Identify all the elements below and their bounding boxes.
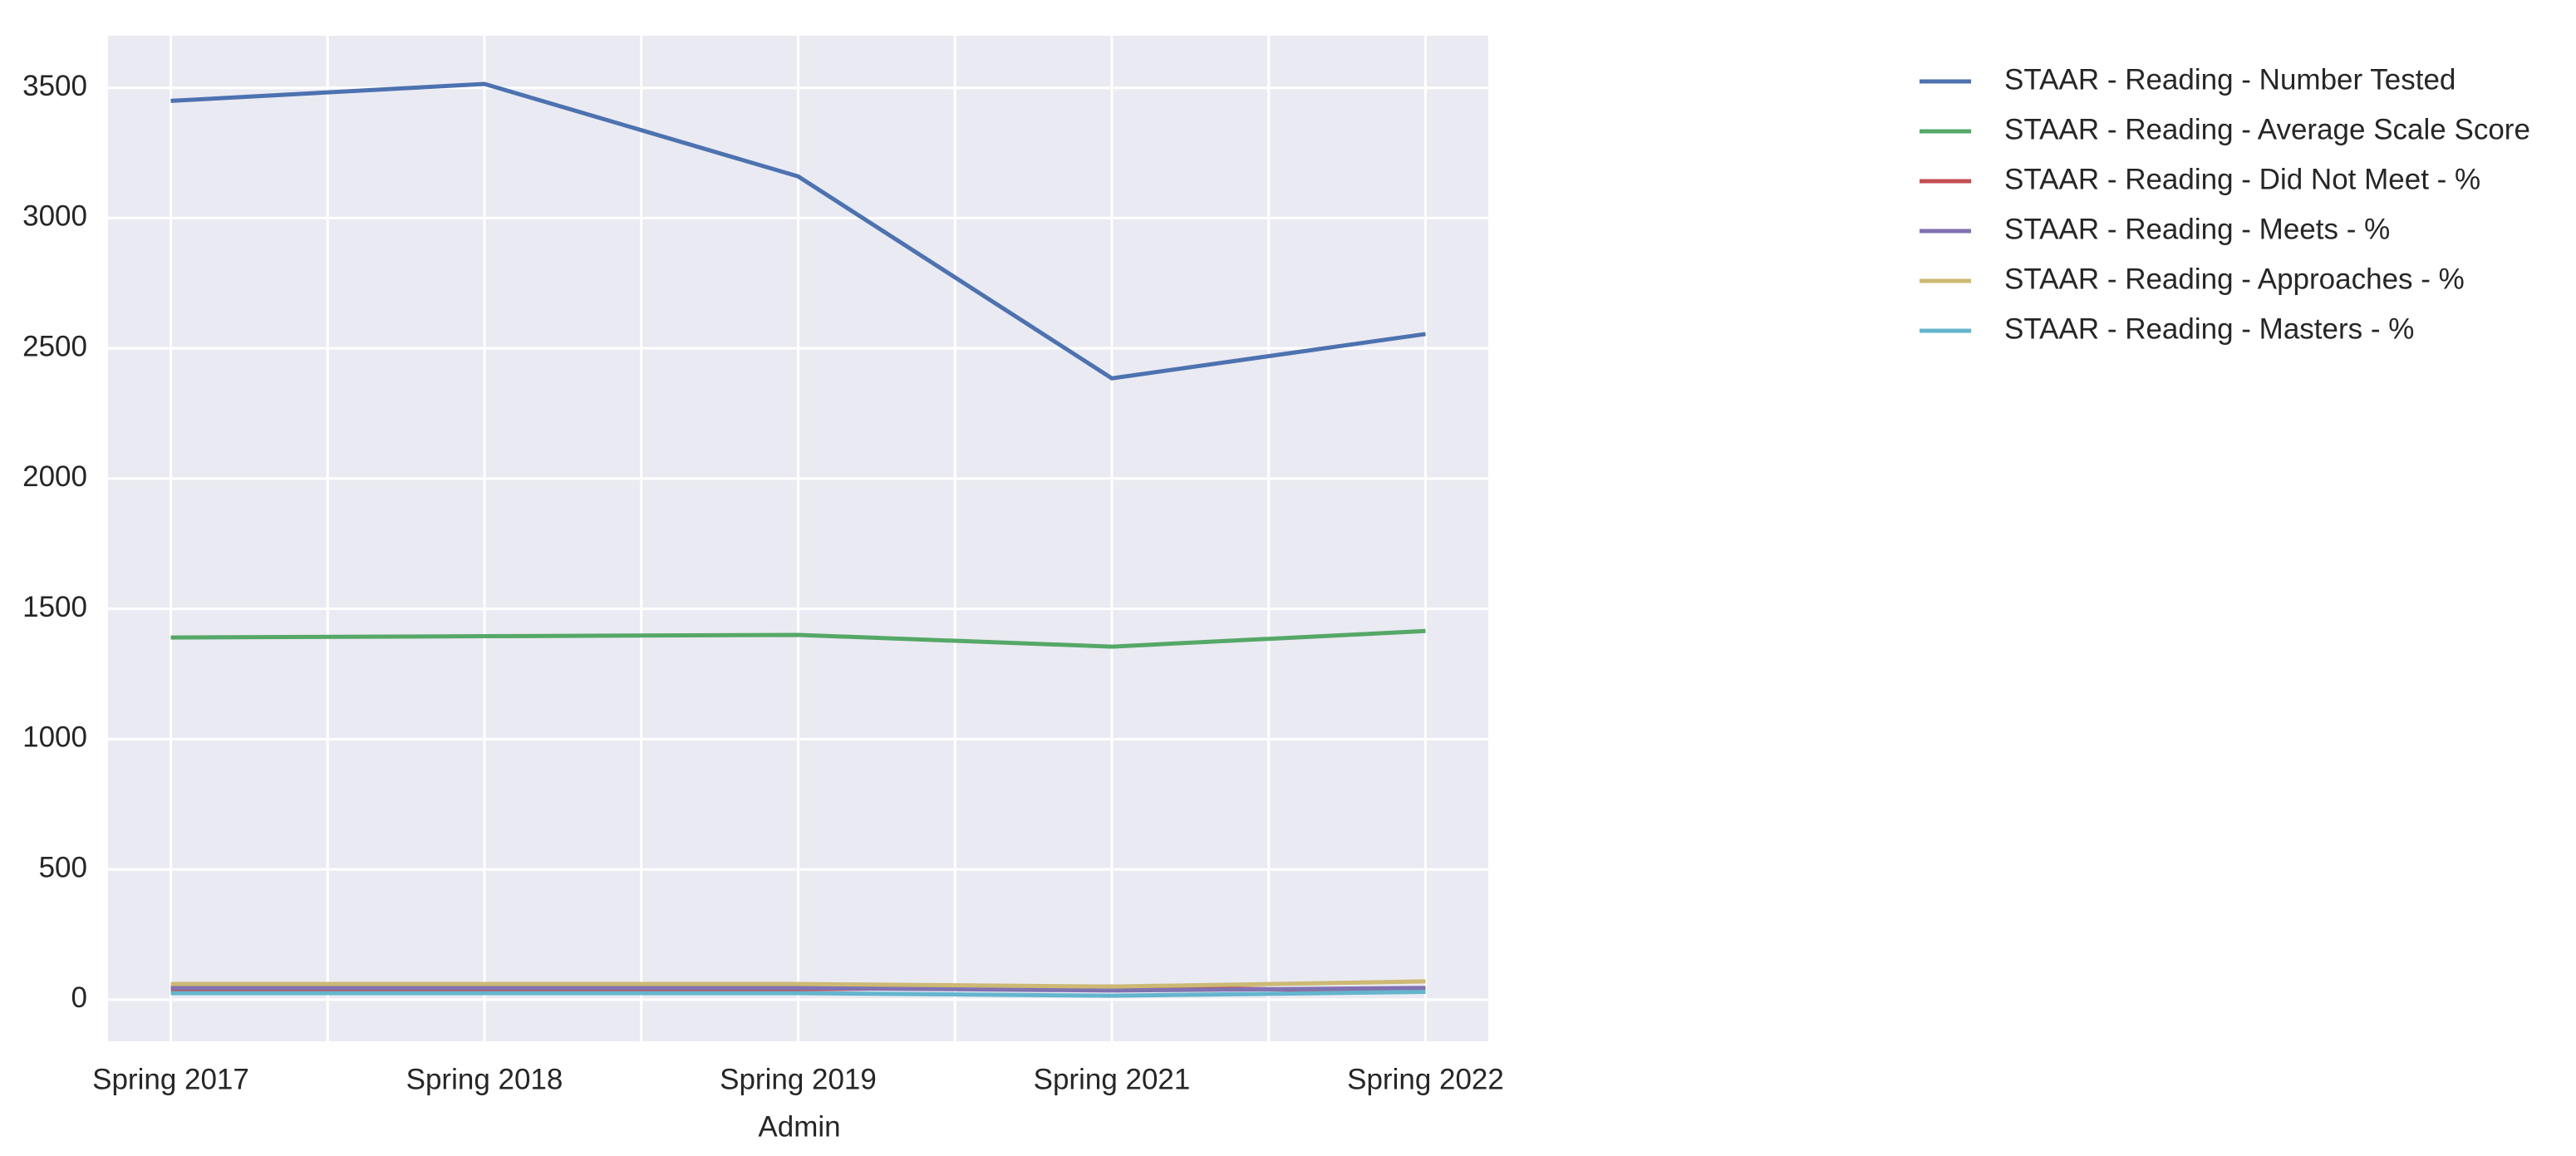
legend-label: STAAR - Reading - Number Tested: [2004, 63, 2456, 96]
legend-label: STAAR - Reading - Did Not Meet - %: [2004, 163, 2480, 195]
y-tick-label: 3000: [22, 200, 87, 233]
series-line: [170, 628, 1426, 649]
y-tick-label: 500: [39, 851, 87, 883]
x-tick-label: Spring 2018: [406, 1063, 563, 1095]
x-axis-label: Admin: [758, 1110, 840, 1143]
series-line: [170, 989, 1426, 998]
x-tick-label: Spring 2019: [720, 1063, 877, 1095]
y-tick-label: 2000: [22, 460, 87, 493]
series-line: [170, 979, 1426, 989]
y-tick-label: 1000: [22, 721, 87, 754]
y-tick-label: 0: [71, 981, 87, 1014]
x-tick-label: Spring 2022: [1347, 1063, 1504, 1095]
series-line: [170, 986, 1426, 993]
legend-label: STAAR - Reading - Masters - %: [2004, 312, 2414, 345]
y-tick-label: 1500: [22, 591, 87, 623]
y-tick-label: 2500: [22, 330, 87, 362]
x-tick-label: Spring 2021: [1034, 1063, 1191, 1095]
series-line: [170, 81, 1426, 381]
legend-label: STAAR - Reading - Meets - %: [2004, 213, 2390, 245]
legend-label: STAAR - Reading - Average Scale Score: [2004, 113, 2530, 145]
legend-label: STAAR - Reading - Approaches - %: [2004, 263, 2465, 295]
x-tick-label: Spring 2017: [92, 1063, 249, 1095]
y-tick-label: 3500: [22, 70, 87, 102]
